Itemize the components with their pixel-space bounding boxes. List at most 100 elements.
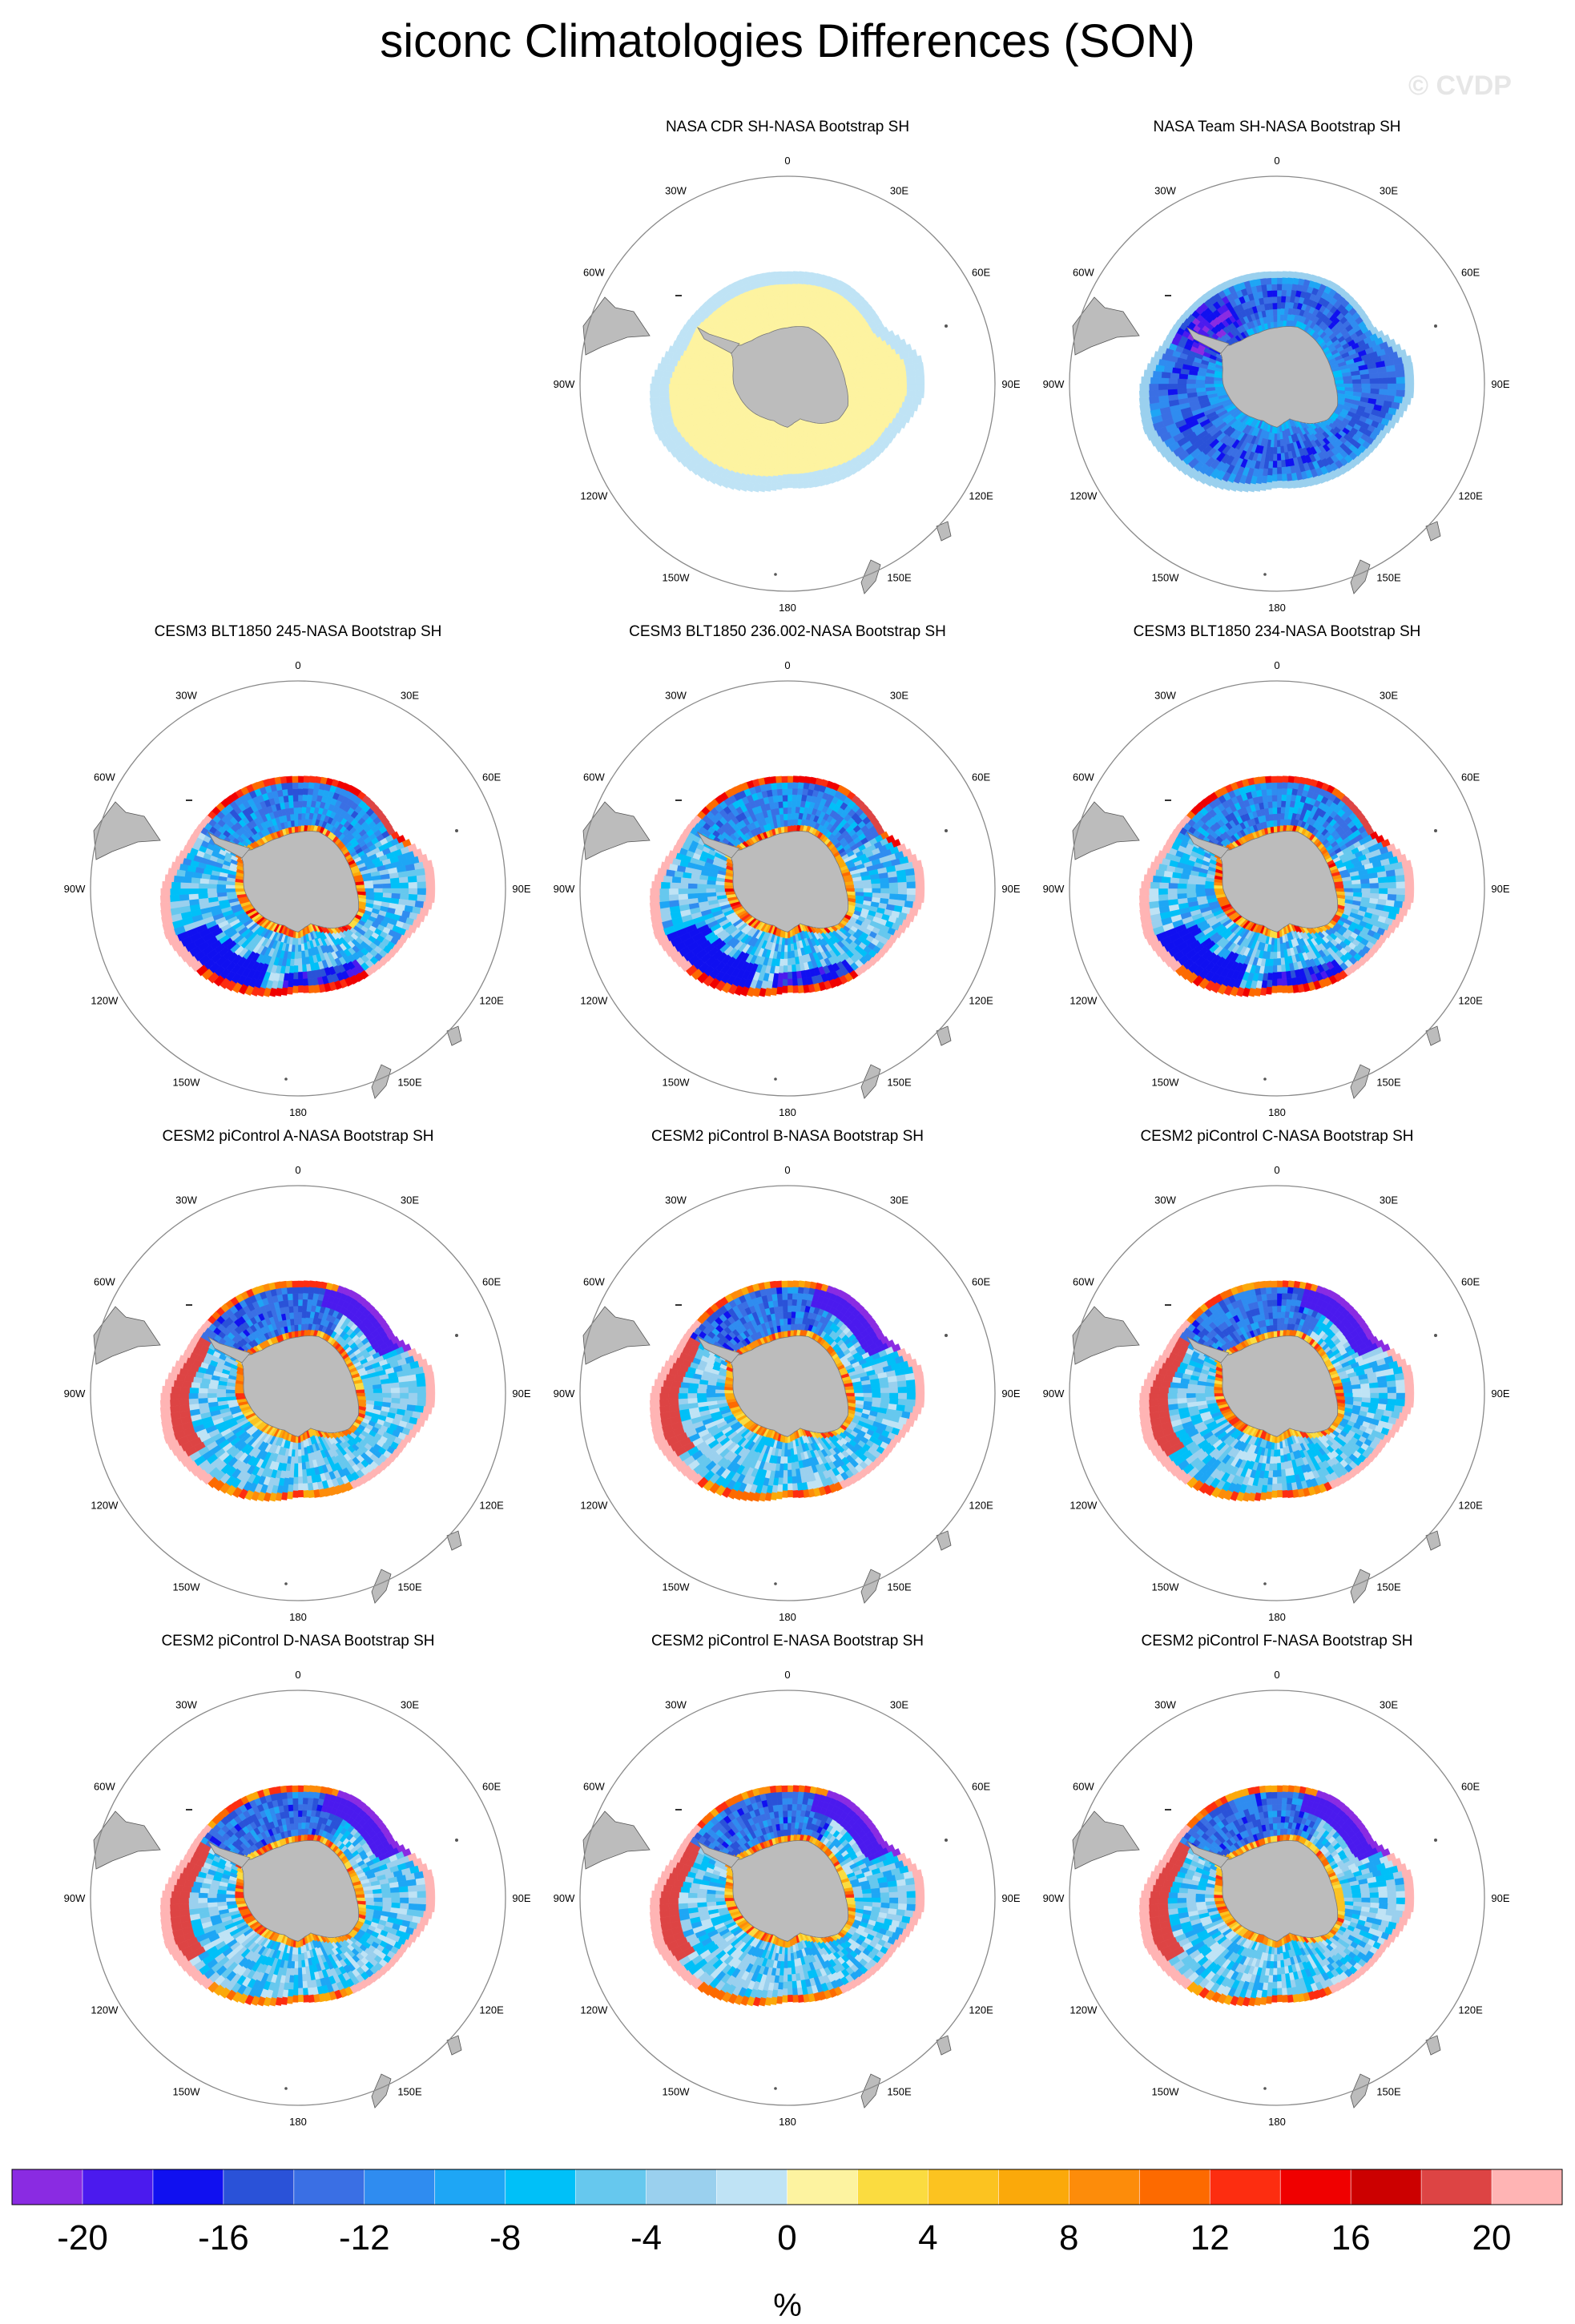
sea-ice-cell <box>697 888 707 893</box>
sea-ice-cell <box>905 364 915 371</box>
sea-ice-cell <box>1186 384 1196 389</box>
sea-ice-cell <box>1343 880 1351 884</box>
sea-ice-cell <box>207 884 216 888</box>
sea-ice-cell <box>687 893 697 899</box>
sea-ice-cell <box>776 278 782 284</box>
longitude-label: 60W <box>94 771 115 783</box>
longitude-label: 0 <box>295 659 300 671</box>
sea-ice-cell <box>880 888 889 894</box>
tasmania-landmass <box>1426 522 1440 541</box>
sea-ice-cell <box>1283 776 1289 783</box>
sea-ice-cell <box>1186 379 1195 384</box>
sea-ice-cell <box>381 879 390 884</box>
sea-ice-cell <box>1282 474 1287 481</box>
sea-ice-cell <box>1396 888 1405 895</box>
sea-ice-cell <box>679 378 688 384</box>
sea-ice-cell <box>669 894 679 900</box>
sea-ice-cell <box>1153 371 1162 378</box>
longitude-label: 90E <box>512 883 530 895</box>
sea-ice-cell <box>792 284 798 290</box>
longitude-label: 90W <box>1043 378 1065 390</box>
longitude-label: 90E <box>1001 378 1020 390</box>
sea-ice-cell <box>659 901 670 909</box>
figure-title: siconc Climatologies Differences (SON) <box>0 14 1575 68</box>
sea-ice-cell <box>669 384 679 390</box>
sea-ice-cell <box>1353 888 1362 893</box>
sea-ice-cell <box>788 801 792 808</box>
sea-ice-cell <box>298 952 302 959</box>
sea-ice-cell <box>1149 397 1159 405</box>
sea-ice-cell <box>783 290 788 296</box>
sea-ice-cell <box>798 985 804 993</box>
sea-ice-cell <box>1273 309 1277 316</box>
sea-ice-cell <box>889 888 898 894</box>
sea-ice-cell <box>783 447 788 454</box>
sea-ice-cell <box>792 467 796 474</box>
campbell-island <box>284 1077 288 1081</box>
sea-ice-cell <box>288 795 294 801</box>
sea-ice-cell <box>1369 373 1378 379</box>
sea-ice-cell <box>1404 369 1414 377</box>
sea-ice-cell <box>1271 986 1277 993</box>
sea-ice-cell <box>1159 377 1168 384</box>
sea-ice-cell <box>780 316 784 322</box>
sea-ice-cell <box>650 390 659 398</box>
sea-ice-cell <box>1370 378 1379 384</box>
sea-ice-cell <box>1274 321 1277 328</box>
sea-ice-cell <box>1277 952 1281 959</box>
sea-ice-cell <box>290 814 294 820</box>
sea-ice-cell <box>1343 376 1351 380</box>
longitude-label: 120E <box>969 995 993 1007</box>
sea-ice-cell <box>1283 272 1289 278</box>
sea-ice-cell <box>1277 272 1283 278</box>
sea-ice-cell <box>706 380 715 384</box>
sea-ice-cell <box>670 377 679 384</box>
sea-ice-cell <box>788 979 792 986</box>
sea-ice-cell <box>788 783 793 789</box>
sea-ice-cell <box>303 985 308 993</box>
sea-ice-cell <box>1277 985 1283 993</box>
sea-ice-cell <box>906 875 916 882</box>
sea-ice-cell <box>788 481 793 488</box>
sea-ice-cell <box>1277 308 1281 315</box>
sea-ice-cell <box>1379 883 1388 888</box>
sea-ice-cell <box>775 272 782 278</box>
sea-ice-cell <box>659 397 670 405</box>
sea-ice-cell <box>1277 427 1279 434</box>
sea-ice-cell <box>1388 888 1396 895</box>
sea-ice-cell <box>1264 304 1269 311</box>
sea-ice-cell <box>779 801 783 808</box>
sea-ice-cell <box>1271 284 1277 291</box>
sea-ice-cell <box>1396 384 1405 390</box>
sea-ice-cell <box>1273 952 1277 959</box>
longitude-label: 30E <box>890 184 908 196</box>
sea-ice-cell <box>916 377 924 384</box>
sea-ice-cell <box>298 979 303 986</box>
sea-ice-cell <box>1353 384 1362 389</box>
sea-ice-cell <box>417 882 426 888</box>
sea-ice-cell <box>774 802 779 809</box>
south-america-landmass <box>94 802 160 860</box>
sea-ice-cell <box>679 888 688 894</box>
sea-ice-cell <box>1265 272 1271 278</box>
kerguelen-island <box>1434 324 1437 328</box>
sea-ice-cell <box>788 813 792 820</box>
sea-ice-cell <box>659 384 669 390</box>
sea-ice-cell <box>295 820 298 827</box>
sea-ice-cell <box>293 973 298 980</box>
sea-ice-cell <box>1273 959 1277 966</box>
sea-ice-cell <box>1378 373 1388 379</box>
sea-ice-cell <box>915 369 924 377</box>
sea-ice-cell <box>1286 971 1291 979</box>
sea-ice-cell <box>799 272 805 279</box>
sea-ice-cell <box>1405 377 1414 384</box>
sea-ice-cell <box>650 895 659 903</box>
sea-ice-cell <box>1344 888 1353 892</box>
sea-ice-cell <box>1396 895 1405 902</box>
sea-ice-cell <box>898 894 907 900</box>
sea-ice-cell <box>663 371 672 378</box>
sea-ice-cell <box>655 370 664 377</box>
